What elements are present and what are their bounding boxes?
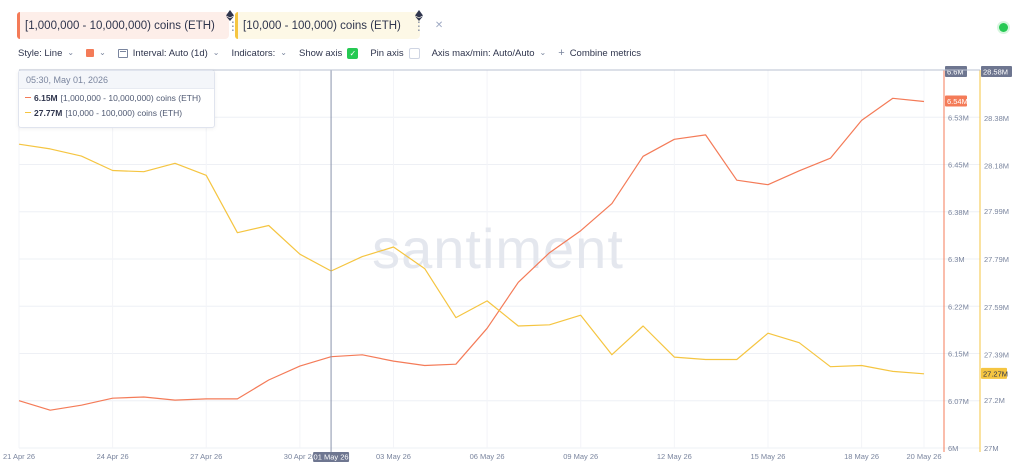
style-dropdown[interactable]: Style: Line ⌄ [18, 48, 74, 59]
series-1-last-value-label-bg [981, 367, 1007, 379]
indicators-dropdown[interactable]: Indicators: ⌄ [231, 48, 287, 59]
metric-tab-label: [10,000 - 100,000) coins (ETH) [243, 19, 401, 32]
x-tick-label: 12 May 26 [657, 452, 692, 461]
combine-metrics-button[interactable]: + Combine metrics [558, 47, 641, 59]
show-axis-toggle[interactable]: Show axis ✓ [299, 47, 359, 59]
tooltip-series-name: [1,000,000 - 10,000,000) coins (ETH) [60, 92, 201, 103]
y-tick-label-right: 27M [984, 444, 999, 453]
y-tick-label-left: 6M [948, 444, 958, 453]
series-line-1 [18, 143, 925, 375]
chevron-down-icon: ⌄ [67, 47, 75, 57]
indicators-label: Indicators: [231, 47, 276, 59]
y-tick-label-right: 27.39M [984, 351, 1009, 360]
y-tick-label-left: 6.07M [948, 397, 969, 406]
chart-toolbar: Style: Line ⌄ ⌄ Interval: Auto (1d) ⌄ In… [18, 45, 653, 61]
y-tick-label-left: 6.3M [948, 255, 965, 264]
y-tick-label-right: 28.38M [984, 114, 1009, 123]
axis-maxmin-dropdown[interactable]: Axis max/min: Auto/Auto ⌄ [432, 48, 547, 59]
y-tick-label-left: 6.53M [948, 113, 969, 122]
tooltip-row: 6.15M [1,000,000 - 10,000,000) coins (ET… [19, 91, 214, 104]
ethereum-icon [226, 10, 234, 21]
metric-color-stripe [17, 12, 20, 39]
left-axis-max-label: 6.6M [947, 68, 964, 77]
more-options-icon[interactable]: ⋮ [412, 18, 425, 33]
ethereum-icon [415, 10, 423, 21]
x-tick-label: 30 Apr 26 [284, 452, 316, 461]
tooltip-row: 27.77M [10,000 - 100,000) coins (ETH) [19, 106, 214, 119]
y-tick-label-right: 27.79M [984, 255, 1009, 264]
y-tick-label-right: 27.2M [984, 396, 1005, 405]
x-tick-label: 09 May 26 [563, 452, 598, 461]
pin-axis-checkbox[interactable] [408, 47, 420, 59]
show-axis-checkbox[interactable]: ✓ [347, 47, 359, 59]
left-axis-max-label-bg [945, 66, 967, 77]
series-color-line [25, 97, 31, 98]
y-tick-label-right: 28.18M [984, 162, 1009, 171]
metric-tab-1m-10m[interactable]: [1,000,000 - 10,000,000) coins (ETH) ⋮ ✕ [17, 10, 257, 39]
tooltip-datetime: 05:30, May 01, 2026 [19, 71, 214, 89]
pin-axis-label: Pin axis [370, 47, 404, 59]
right-axis-max-label: 28.58M [983, 68, 1008, 77]
x-tick-label: 06 May 26 [470, 452, 505, 461]
series-line-0 [18, 97, 925, 411]
combine-metrics-label: Combine metrics [569, 47, 641, 59]
pin-axis-toggle[interactable]: Pin axis [370, 47, 420, 59]
y-tick-label-left: 6.22M [948, 302, 969, 311]
chevron-down-icon: ⌄ [212, 47, 220, 57]
chevron-down-icon: ⌄ [99, 47, 106, 57]
live-status-dot [999, 23, 1008, 32]
chevron-down-icon: ⌄ [280, 47, 287, 57]
metric-color-stripe [235, 12, 238, 39]
plus-icon: + [558, 47, 565, 59]
grid [18, 69, 980, 449]
x-tick-label: 18 May 26 [844, 452, 879, 461]
hover-tooltip: 05:30, May 01, 2026 6.15M [1,000,000 - 1… [18, 70, 215, 128]
x-tick-label: 21 Apr 26 [3, 452, 35, 461]
show-axis-label: Show axis [299, 47, 343, 59]
series-1-last-value-label: 27.27M [983, 369, 1008, 378]
right-axis-max-label-bg [981, 66, 1012, 77]
style-label: Style: Line [18, 47, 63, 59]
highlight-date-label: 01 May 26 [314, 453, 349, 462]
y-tick-label-left: 6.45M [948, 161, 969, 170]
color-swatch [86, 49, 95, 57]
y-tick-label-right: 27.99M [984, 207, 1009, 216]
x-tick-label: 20 May 26 [906, 452, 941, 461]
x-tick-label: 15 May 26 [750, 452, 785, 461]
y-tick-label-right: 27.59M [984, 303, 1009, 312]
tooltip-series-name: [10,000 - 100,000) coins (ETH) [65, 107, 183, 118]
highlight-date-badge [313, 452, 350, 462]
tooltip-value: 6.15M [34, 92, 58, 103]
tooltip-value: 27.77M [34, 107, 63, 118]
close-icon[interactable]: ✕ [434, 20, 444, 31]
axis-maxmin-label: Axis max/min: Auto/Auto [431, 47, 535, 59]
series-color-line [25, 112, 31, 113]
x-tick-label: 27 Apr 26 [190, 452, 222, 461]
interval-label: Interval: Auto (1d) [132, 47, 208, 59]
calendar-icon [117, 48, 128, 58]
series [18, 97, 925, 411]
axes: 6M 6.07M 6.15M 6.22M 6.3M 6.38M 6.45M 6.53M 27M 2… [3, 66, 1012, 461]
chevron-down-icon: ⌄ [539, 47, 547, 57]
y-tick-label-left: 6.15M [948, 350, 969, 359]
color-picker[interactable]: ⌄ [86, 47, 106, 58]
series-0-last-value-label: 6.54M [947, 97, 968, 106]
series-0-last-value-label-bg [945, 95, 967, 107]
metric-tab-10k-100k[interactable]: [10,000 - 100,000) coins (ETH) ⋮ ✕ [235, 10, 443, 39]
metric-tab-label: [1,000,000 - 10,000,000) coins (ETH) [25, 19, 215, 32]
x-tick-label: 03 May 26 [376, 452, 411, 461]
y-tick-label-left: 6.38M [948, 208, 969, 217]
x-tick-label: 24 Apr 26 [97, 452, 129, 461]
watermark: santiment [372, 217, 624, 280]
interval-dropdown[interactable]: Interval: Auto (1d) ⌄ [117, 47, 220, 59]
